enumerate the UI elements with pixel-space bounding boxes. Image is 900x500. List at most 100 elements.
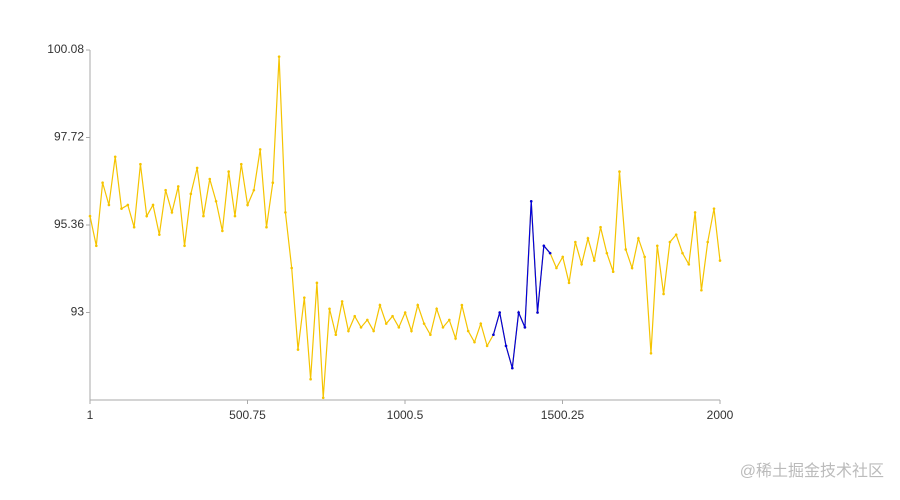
point	[164, 188, 167, 192]
point	[265, 225, 268, 229]
point	[637, 237, 640, 240]
point	[523, 326, 527, 329]
point	[706, 240, 710, 244]
point	[258, 148, 262, 151]
x-tick-label: 2000	[707, 408, 734, 422]
point	[466, 329, 470, 333]
point	[548, 251, 552, 255]
point	[712, 207, 716, 210]
x-tick-label: 1	[87, 408, 94, 422]
point	[441, 326, 445, 329]
point	[170, 211, 174, 214]
point	[410, 329, 413, 333]
point	[429, 333, 432, 337]
point	[435, 307, 438, 311]
point	[599, 225, 602, 229]
point	[334, 333, 338, 337]
point	[120, 207, 123, 210]
point	[221, 229, 224, 233]
point	[416, 303, 420, 307]
point	[315, 281, 319, 285]
point	[511, 366, 514, 370]
point	[536, 311, 539, 314]
point	[397, 326, 401, 329]
point	[693, 211, 697, 214]
point	[498, 311, 502, 314]
y-tick-label: 97.72	[54, 130, 84, 144]
point	[574, 240, 577, 244]
point	[239, 162, 243, 166]
point	[517, 311, 520, 314]
point	[151, 203, 155, 207]
watermark: @稀土掘金技术社区	[740, 462, 884, 480]
point	[126, 203, 130, 207]
series-line	[492, 201, 551, 369]
point	[290, 266, 294, 270]
point	[454, 337, 457, 340]
point	[473, 340, 476, 344]
point	[681, 251, 684, 255]
point	[189, 192, 193, 196]
point	[555, 266, 558, 270]
point	[303, 296, 306, 299]
point	[630, 266, 634, 270]
point	[309, 377, 312, 381]
y-tick-label: 95.36	[54, 217, 84, 231]
point	[643, 255, 646, 259]
point	[107, 203, 111, 207]
point	[176, 185, 180, 188]
point	[353, 314, 357, 318]
point	[529, 199, 533, 203]
point	[202, 214, 205, 218]
point	[649, 351, 653, 355]
point	[586, 237, 590, 240]
point	[132, 225, 136, 229]
point	[195, 166, 199, 170]
point	[208, 177, 212, 181]
point	[391, 314, 394, 318]
point	[479, 322, 483, 325]
point	[321, 396, 325, 400]
point	[485, 344, 489, 348]
point	[252, 188, 256, 192]
point	[655, 244, 659, 248]
series-line	[89, 56, 721, 398]
x-tick-label: 1500.25	[541, 408, 585, 422]
point	[359, 326, 363, 329]
point	[384, 322, 388, 325]
point	[618, 170, 621, 173]
point	[214, 199, 218, 203]
point	[687, 263, 691, 266]
point	[403, 311, 407, 314]
point	[227, 170, 230, 173]
point	[567, 281, 571, 285]
point	[611, 270, 615, 274]
point	[504, 344, 508, 348]
point	[113, 155, 117, 159]
x-tick-label: 1000.5	[387, 408, 424, 422]
point	[328, 307, 331, 311]
point	[139, 162, 142, 166]
point	[246, 203, 249, 207]
point	[366, 318, 369, 322]
point	[605, 251, 609, 255]
point	[95, 244, 98, 248]
point	[662, 292, 665, 296]
point	[624, 248, 628, 251]
point	[674, 233, 678, 236]
point	[183, 244, 186, 248]
point	[296, 348, 300, 351]
point	[145, 214, 149, 218]
y-tick-label: 93	[71, 305, 85, 319]
point	[158, 233, 161, 236]
point	[447, 318, 451, 322]
x-tick-label: 500.75	[229, 408, 266, 422]
point	[561, 255, 565, 259]
point	[700, 288, 703, 292]
point	[580, 263, 583, 266]
point	[233, 214, 237, 218]
point	[378, 303, 382, 307]
point	[492, 333, 495, 337]
point	[668, 240, 672, 244]
